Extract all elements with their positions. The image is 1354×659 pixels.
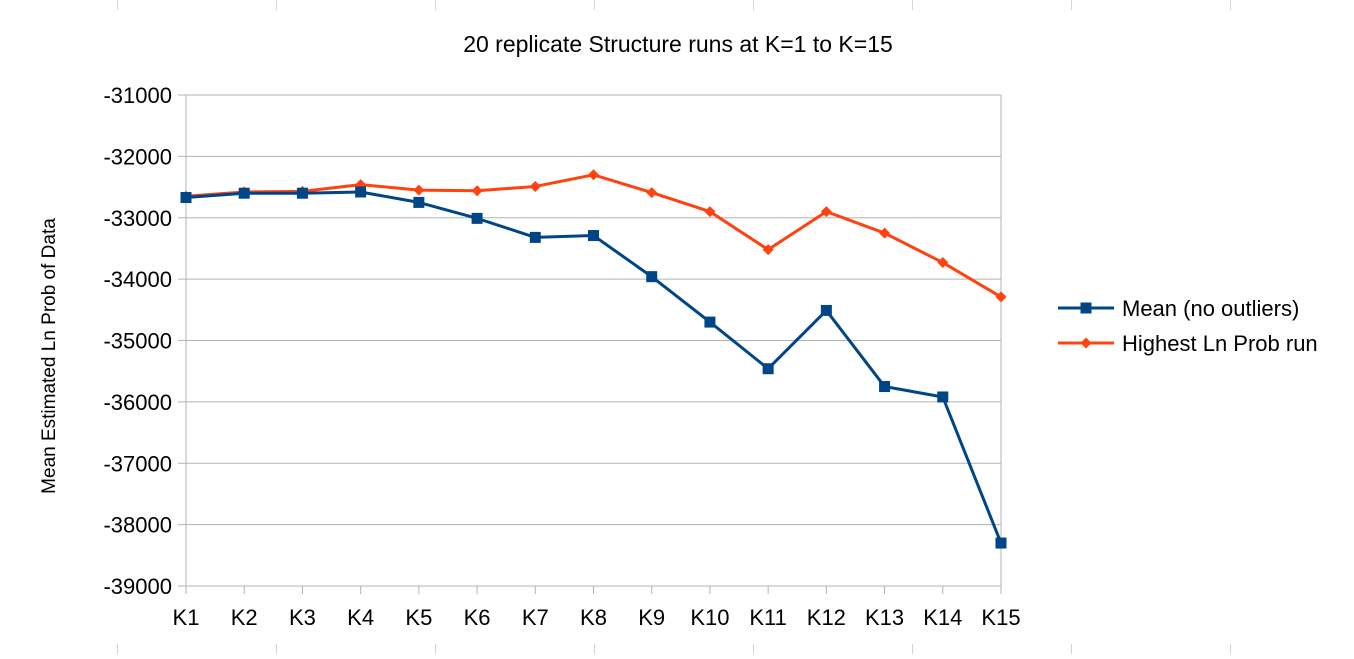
data-point-marker xyxy=(995,291,1007,303)
data-point-marker xyxy=(646,271,658,283)
x-tick-label: K12 xyxy=(807,605,846,630)
x-tick-label: K4 xyxy=(347,605,374,630)
data-point-marker xyxy=(355,186,367,198)
x-tick-label: K3 xyxy=(289,605,316,630)
chart-title: 20 replicate Structure runs at K=1 to K=… xyxy=(463,31,893,57)
legend-item: Mean (no outliers) xyxy=(1058,296,1299,321)
legend-marker xyxy=(1080,337,1092,349)
data-point-marker xyxy=(296,187,308,199)
data-point-marker xyxy=(762,363,774,375)
y-axis-label: Mean Estimated Ln Prob of Data xyxy=(39,218,60,494)
data-point-marker xyxy=(588,169,599,181)
x-tick-label: K6 xyxy=(464,605,491,630)
series xyxy=(180,169,1007,549)
data-point-marker xyxy=(820,304,832,316)
x-tick-label: K1 xyxy=(173,605,200,630)
data-point-marker xyxy=(762,244,774,256)
data-point-marker xyxy=(471,212,483,224)
legend-label: Mean (no outliers) xyxy=(1122,296,1299,321)
x-tick-label: K5 xyxy=(405,605,432,630)
x-tick-label: K9 xyxy=(638,605,665,630)
bottom-edge-ticks xyxy=(0,644,1354,654)
x-tick-label: K11 xyxy=(749,605,787,630)
gridlines xyxy=(186,94,1001,587)
series-mean xyxy=(180,186,1007,549)
y-tick-label: -34000 xyxy=(103,267,172,292)
legend-item: Highest Ln Prob run xyxy=(1058,331,1318,356)
x-tick-label: K2 xyxy=(231,605,258,630)
data-point-marker xyxy=(937,391,949,403)
data-point-marker xyxy=(238,187,250,199)
x-tick-label: K8 xyxy=(580,605,607,630)
legend-marker xyxy=(1080,302,1092,314)
y-tick-label: -39000 xyxy=(103,574,172,599)
y-tick-label: -35000 xyxy=(103,329,172,354)
data-point-marker xyxy=(471,185,483,197)
y-tick-label: -37000 xyxy=(103,451,172,476)
legend-label: Highest Ln Prob run xyxy=(1122,331,1318,356)
y-tick-label: -38000 xyxy=(103,513,172,538)
data-point-marker xyxy=(820,206,832,218)
y-tick-label: -36000 xyxy=(103,390,172,415)
top-edge-ticks xyxy=(0,0,1354,10)
data-point-marker xyxy=(879,227,891,239)
data-point-marker xyxy=(413,184,425,196)
x-tick-label: K14 xyxy=(923,605,962,630)
y-tick-label: -31000 xyxy=(103,83,172,108)
data-point-marker xyxy=(704,206,716,218)
x-tick-label: K15 xyxy=(981,605,1020,630)
data-point-marker xyxy=(529,231,541,243)
data-point-marker xyxy=(529,180,541,192)
data-point-marker xyxy=(646,187,658,199)
x-tick-label: K13 xyxy=(865,605,904,630)
x-tick-label: K10 xyxy=(690,605,729,630)
axes: -31000 -32000 -33000 -34000 -35000 -36000 -370… xyxy=(103,83,1020,630)
legend: Mean (no outliers) Highest Ln Prob run xyxy=(1058,296,1318,356)
data-point-marker xyxy=(413,196,425,208)
data-point-marker xyxy=(879,381,891,393)
data-point-marker xyxy=(180,191,192,203)
data-point-marker xyxy=(588,230,599,242)
series-line xyxy=(185,190,1003,544)
data-point-marker xyxy=(995,537,1007,549)
y-tick-label: -33000 xyxy=(103,206,172,231)
data-point-marker xyxy=(937,257,949,269)
x-tick-label: K7 xyxy=(522,605,549,630)
y-tick-label: -32000 xyxy=(103,144,172,169)
data-point-marker xyxy=(704,316,716,328)
